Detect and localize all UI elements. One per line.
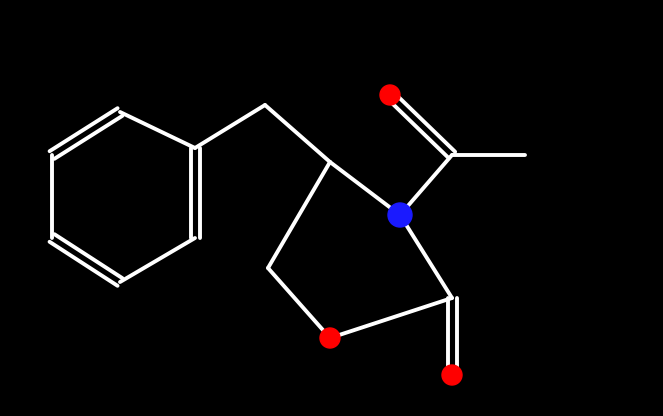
Circle shape [380, 85, 400, 105]
Text: O: O [383, 86, 398, 104]
Text: O: O [322, 329, 337, 347]
Circle shape [320, 328, 340, 348]
Circle shape [388, 203, 412, 227]
Text: N: N [392, 206, 408, 225]
Circle shape [442, 365, 462, 385]
Text: O: O [444, 366, 459, 384]
